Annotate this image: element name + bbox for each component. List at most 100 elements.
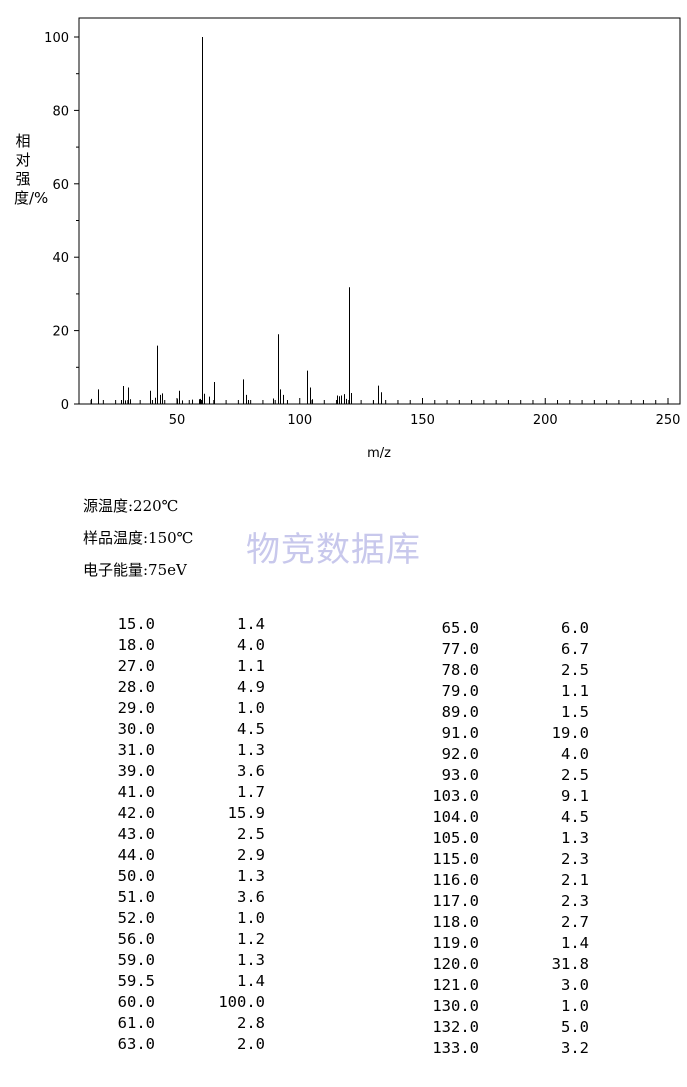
peak-mz-value: 117.0	[432, 892, 479, 910]
x-minor-ticks	[90, 398, 669, 404]
peak-mz-value: 79.0	[441, 682, 479, 700]
mass-spectrum-chart: 0 20 40 60 80 100 50 100 150 200 250 m/z	[44, 17, 681, 461]
peak-mz-value: 27.0	[117, 657, 155, 675]
peak-intensity-value: 2.1	[561, 871, 589, 889]
peak-mz-value: 130.0	[432, 997, 479, 1015]
peak-intensity-value: 2.0	[237, 1035, 265, 1053]
peak-intensity-value: 6.0	[561, 619, 589, 637]
peak-intensity-value: 4.0	[237, 636, 265, 654]
peak-intensity-value: 1.5	[561, 703, 589, 721]
peak-intensity-value: 9.1	[561, 787, 589, 805]
peak-mz-value: 42.0	[117, 804, 155, 822]
x-tick-label: 250	[656, 413, 681, 428]
peak-mz-value: 116.0	[432, 871, 479, 889]
peak-mz-value: 43.0	[117, 825, 155, 843]
x-tick-label: 100	[287, 413, 312, 428]
peak-mz-value: 89.0	[441, 703, 479, 721]
peak-intensity-value: 4.5	[237, 720, 265, 738]
peak-intensity-value: 19.0	[551, 724, 589, 742]
peak-mz-value: 93.0	[441, 766, 479, 784]
peak-intensity-value: 100.0	[218, 993, 265, 1011]
peak-mz-value: 133.0	[432, 1039, 479, 1057]
peak-intensity-value: 2.8	[237, 1014, 265, 1032]
y-tick-label: 100	[44, 31, 69, 46]
peak-intensity-value: 31.8	[551, 955, 589, 973]
peak-intensity-value: 2.5	[237, 825, 265, 843]
peak-mz-value: 77.0	[441, 640, 479, 658]
peak-intensity-value: 1.0	[237, 699, 265, 717]
watermark: 物竞数据库	[246, 530, 421, 570]
peak-mz-value: 30.0	[117, 720, 155, 738]
peak-mz-value: 63.0	[117, 1035, 155, 1053]
peak-mz-value: 18.0	[117, 636, 155, 654]
peak-intensity-value: 1.1	[561, 682, 589, 700]
peak-mz-value: 119.0	[432, 934, 479, 952]
peak-mz-value: 91.0	[441, 724, 479, 742]
y-tick-label: 20	[52, 325, 69, 340]
peak-mz-value: 51.0	[117, 888, 155, 906]
peak-mz-value: 121.0	[432, 976, 479, 994]
peak-mz-value: 103.0	[432, 787, 479, 805]
peak-mz-value: 115.0	[432, 850, 479, 868]
peak-intensity-value: 4.5	[561, 808, 589, 826]
peak-mz-value: 52.0	[117, 909, 155, 927]
y-tick-label: 80	[52, 104, 69, 119]
peak-intensity-value: 6.7	[561, 640, 589, 658]
peak-intensity-value: 1.3	[561, 829, 589, 847]
peak-mz-value: 120.0	[432, 955, 479, 973]
peak-intensity-value: 2.5	[561, 766, 589, 784]
peak-intensity-value: 1.0	[237, 909, 265, 927]
peak-intensity-value: 2.7	[561, 913, 589, 931]
peak-mz-value: 56.0	[117, 930, 155, 948]
peak-intensity-value: 3.6	[237, 888, 265, 906]
peak-intensity-value: 2.5	[561, 661, 589, 679]
x-tick-label: 150	[410, 413, 435, 428]
peak-intensity-value: 1.1	[237, 657, 265, 675]
peak-mz-value: 105.0	[432, 829, 479, 847]
peak-mz-value: 118.0	[432, 913, 479, 931]
peak-intensity-value: 1.3	[237, 741, 265, 759]
peak-intensity-value: 1.7	[237, 783, 265, 801]
x-axis-ticks: 50 100 150 200 250	[169, 413, 681, 428]
x-tick-label: 50	[169, 413, 186, 428]
peak-mz-value: 29.0	[117, 699, 155, 717]
x-tick-label: 200	[533, 413, 558, 428]
peak-intensity-value: 1.4	[561, 934, 589, 952]
peak-intensity-value: 2.3	[561, 892, 589, 910]
peak-intensity-value: 3.2	[561, 1039, 589, 1057]
peak-intensity-value: 4.0	[561, 745, 589, 763]
peak-intensity-value: 1.3	[237, 867, 265, 885]
peak-mz-value: 28.0	[117, 678, 155, 696]
peak-mz-value: 59.0	[117, 951, 155, 969]
peak-intensity-value: 1.4	[237, 615, 265, 633]
peak-mz-value: 59.5	[117, 972, 155, 990]
peak-intensity-value: 3.6	[237, 762, 265, 780]
peak-intensity-value: 1.0	[561, 997, 589, 1015]
y-axis-ticks: 0 20 40 60 80 100	[44, 31, 79, 413]
peak-mz-value: 61.0	[117, 1014, 155, 1032]
peak-mz-value: 50.0	[117, 867, 155, 885]
peak-intensity-value: 3.0	[561, 976, 589, 994]
peak-mz-value: 39.0	[117, 762, 155, 780]
peak-mz-value: 78.0	[441, 661, 479, 679]
peak-mz-value: 60.0	[117, 993, 155, 1011]
electron-energy: 电子能量:75eV	[83, 561, 187, 579]
y-tick-label: 60	[52, 178, 69, 193]
peak-intensity-value: 2.9	[237, 846, 265, 864]
y-tick-label: 40	[52, 251, 69, 266]
spectrum-peaks	[91, 37, 382, 404]
peak-mz-value: 92.0	[441, 745, 479, 763]
plot-frame	[78, 17, 681, 405]
peak-intensity-value: 1.4	[237, 972, 265, 990]
peak-intensity-value: 5.0	[561, 1018, 589, 1036]
peak-intensity-value: 15.9	[227, 804, 265, 822]
source-temperature: 源温度:220℃	[83, 497, 179, 515]
peak-intensity-value: 1.3	[237, 951, 265, 969]
peak-mz-value: 31.0	[117, 741, 155, 759]
y-tick-label: 0	[61, 398, 69, 413]
y-axis-label: 相对强度/%	[14, 132, 49, 207]
peak-intensity-value: 4.9	[237, 678, 265, 696]
peak-mz-value: 15.0	[117, 615, 155, 633]
sample-temperature: 样品温度:150℃	[83, 529, 194, 547]
peak-mz-value: 41.0	[117, 783, 155, 801]
